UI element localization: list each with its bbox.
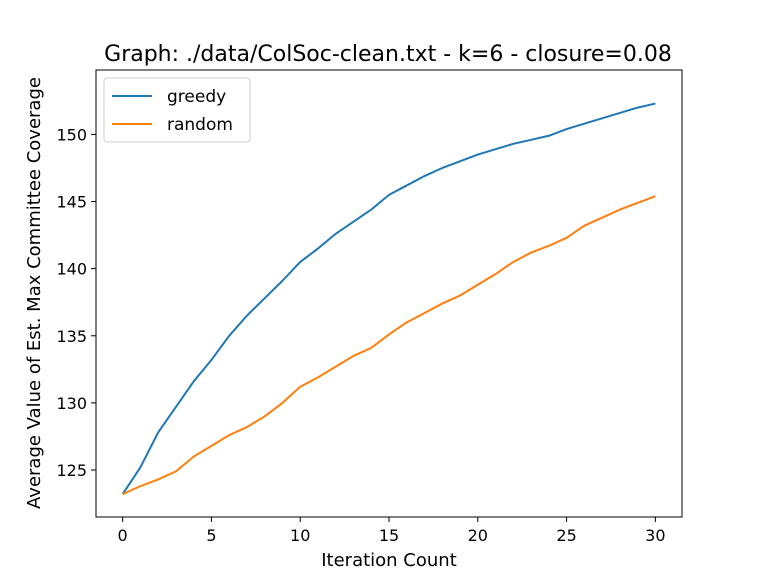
legend-label-random: random: [167, 115, 233, 135]
y-tick-label: 150: [56, 125, 87, 144]
y-axis-ticks: 125 130 135 140 145 150: [56, 125, 96, 480]
series-lines: [121, 102, 656, 496]
legend-label-greedy: greedy: [167, 87, 226, 107]
x-tick-label: 5: [206, 526, 216, 545]
chart-title: Graph: ./data/ColSoc-clean.txt - k=6 - c…: [104, 42, 672, 67]
x-tick-label: 0: [118, 526, 128, 545]
y-tick-label: 135: [56, 327, 87, 346]
y-tick-label: 125: [56, 461, 87, 480]
x-tick-label: 30: [645, 526, 665, 545]
x-axis-label: Iteration Count: [321, 550, 457, 571]
plot-area: [95, 69, 683, 518]
y-tick-label: 140: [56, 260, 87, 279]
series-line-greedy: [121, 102, 656, 495]
x-tick-label: 10: [290, 526, 310, 545]
series-line-random: [122, 195, 656, 496]
legend-box: [103, 77, 251, 143]
x-tick-label: 15: [379, 526, 399, 545]
x-tick-label: 20: [468, 526, 488, 545]
y-tick-label: 130: [56, 394, 87, 413]
x-tick-label: 25: [556, 526, 576, 545]
y-axis-label: Average Value of Est. Max Committee Cove…: [24, 77, 45, 509]
legend: greedy random: [103, 77, 251, 143]
y-tick-label: 145: [56, 193, 87, 212]
x-axis-ticks: 0 5 10 15 20 25 30: [118, 517, 666, 545]
